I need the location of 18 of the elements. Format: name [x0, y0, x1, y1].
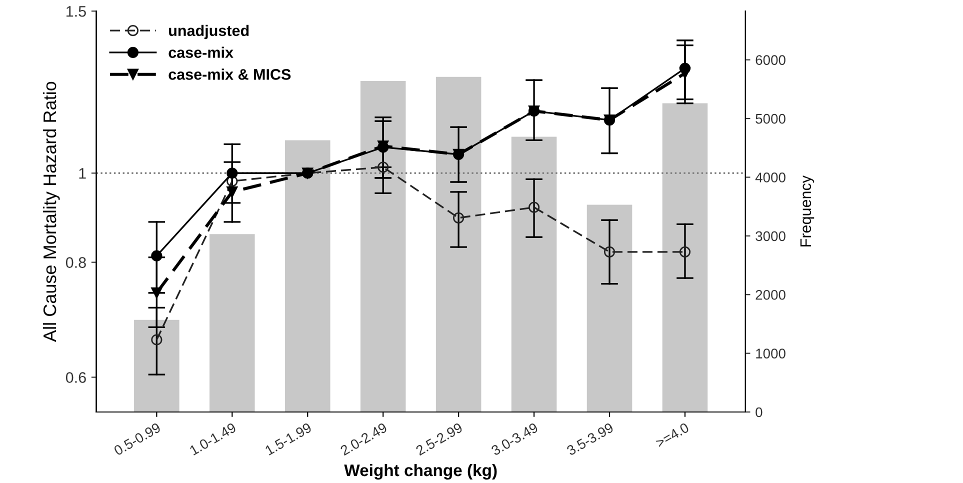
legend-label: unadjusted	[169, 24, 249, 40]
y-tick-label: 1	[79, 168, 86, 179]
legend-label: case-mix & MICS	[168, 68, 291, 80]
y2-tick-label: 1000	[756, 348, 786, 358]
x-tick-label: >=4.0	[654, 422, 690, 448]
y2-tick-label: 0	[756, 407, 762, 418]
y-tick-label: 1.5	[66, 6, 86, 17]
y2-tick-label: 6000	[756, 55, 786, 65]
y2-tick-label: 2000	[756, 290, 786, 300]
y2-tick-label: 4000	[755, 172, 786, 182]
y2-tick-label: 3000	[756, 231, 786, 242]
legend-label: case-mix	[168, 46, 234, 58]
y2-tick-label: 5000	[756, 114, 786, 124]
x-axis-title: Weight change (kg)	[344, 464, 497, 480]
y-axis-title: All Cause Mortality Hazard Ratio	[42, 82, 60, 342]
y-tick-label: 0.8	[66, 257, 86, 268]
y2-axis-title: Frequency	[800, 175, 814, 246]
y-tick-label: 0.6	[66, 372, 86, 383]
